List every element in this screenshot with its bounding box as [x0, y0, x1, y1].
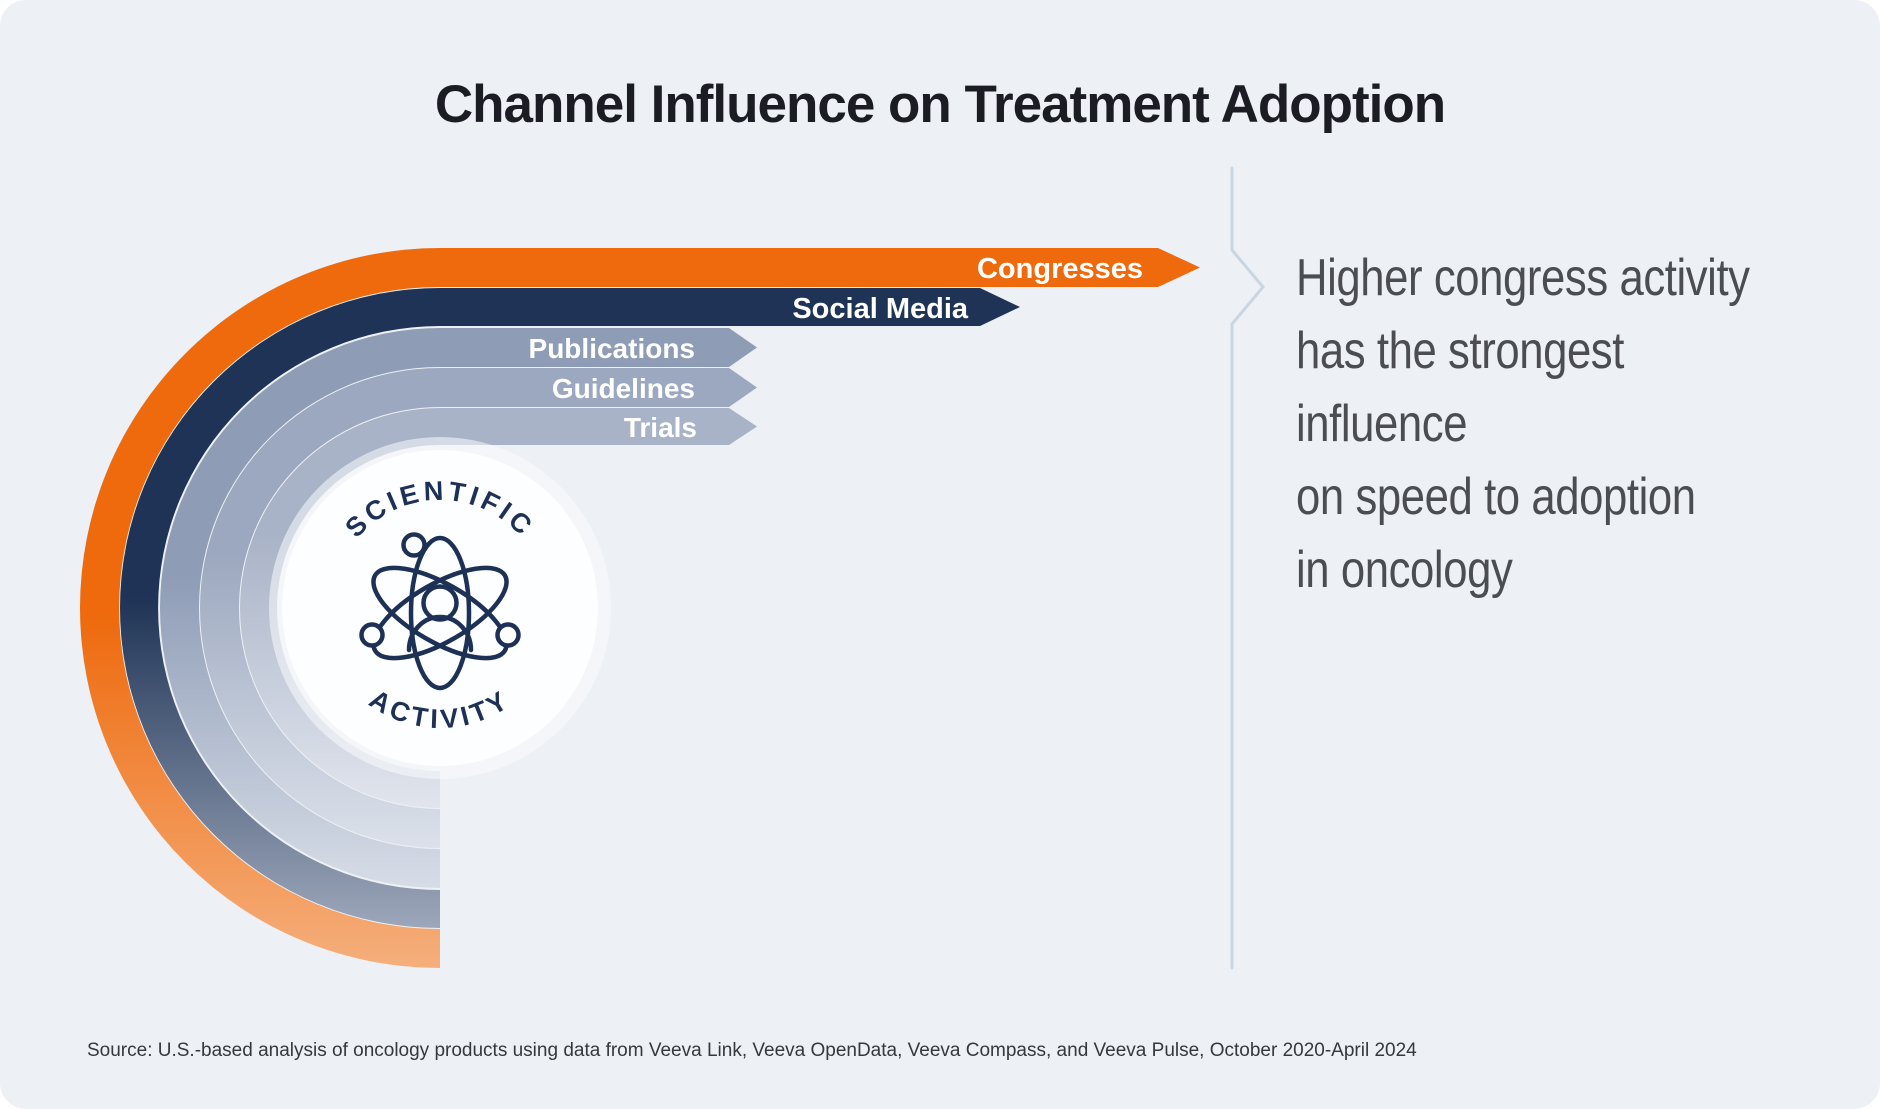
source-note: Source: U.S.-based analysis of oncology … [87, 1040, 1417, 1061]
bar-trials [440, 408, 757, 445]
bar-publications [440, 328, 757, 367]
arc-trials [240, 408, 440, 808]
page-title: Channel Influence on Treatment Adoption [434, 75, 1446, 134]
callout-line: in oncology [1296, 541, 1513, 599]
callout-text: Higher congress activity has the stronge… [1296, 242, 1766, 607]
bar-label-trials: Trials [624, 412, 697, 443]
callout-divider-line [1230, 166, 1265, 970]
callout-line: has the strongest influence [1296, 322, 1624, 453]
bar-label-social-media: Social Media [792, 293, 969, 325]
person-icon [406, 584, 474, 653]
arc-guidelines [200, 368, 440, 848]
arc-social-media [120, 288, 440, 928]
arc-congresses [80, 248, 440, 968]
bar-label-guidelines: Guidelines [552, 373, 695, 404]
hub-circle [282, 450, 598, 766]
atom-person-icon [359, 532, 521, 691]
bar-social-media [440, 288, 1020, 326]
bar-label-congresses: Congresses [977, 253, 1143, 285]
bar-label-publications: Publications [529, 333, 695, 364]
bar-guidelines [440, 368, 757, 407]
bar-congresses [440, 248, 1200, 287]
callout-line: on speed to adoption [1296, 468, 1696, 526]
callout-line: Higher congress activity [1296, 249, 1750, 307]
arc-publications [160, 328, 440, 888]
